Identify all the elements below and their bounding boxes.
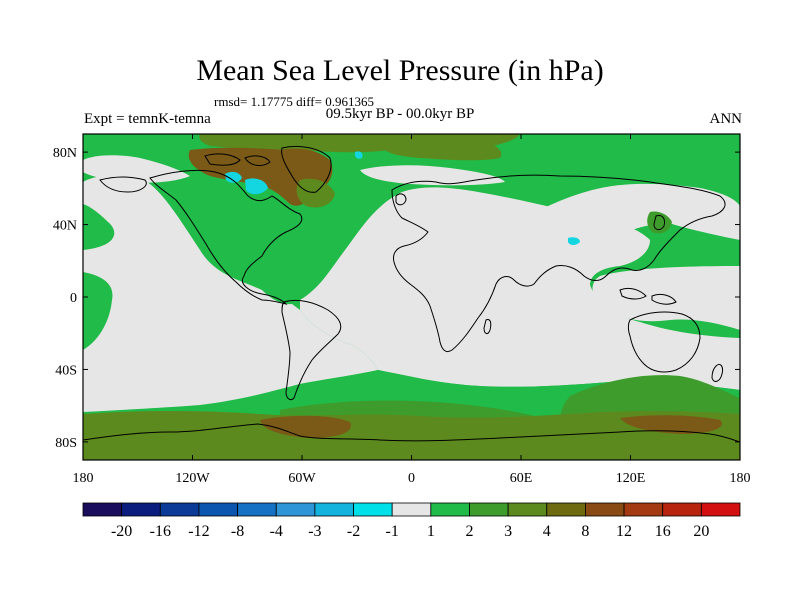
- y-tick-label: 80N: [53, 146, 77, 161]
- colorbar-label: -4: [270, 523, 283, 540]
- cyan-patch-hudson-2: [245, 178, 268, 195]
- colorbar-swatch: [391, 502, 432, 517]
- x-tick-label: 180: [730, 471, 751, 486]
- colorbar-swatch: [662, 502, 702, 517]
- olive-patch-arctic-east: [380, 138, 502, 161]
- y-tick-label: 40S: [55, 363, 77, 378]
- colorbar-swatch: [198, 502, 238, 517]
- olive-band-antarctic: [83, 411, 740, 460]
- x-tick-label: 120E: [616, 471, 646, 486]
- colorbar-swatch: [159, 502, 200, 517]
- coast-antarctica: [83, 423, 740, 443]
- season-label: ANN: [709, 111, 743, 127]
- colorbar: -20 -16 -12 -8 -4 -3 -2 -1 1 2 3 4 8 12 16 20: [82, 502, 741, 540]
- neutral-region-north-europe: [360, 165, 505, 186]
- x-tick-label: 60W: [288, 471, 316, 486]
- colorbar-label: -1: [386, 523, 399, 540]
- colorbar-label: -8: [231, 523, 244, 540]
- x-axis: 180 120W 60W 0 60E 120E 180: [73, 134, 751, 486]
- colorbar-label: 16: [655, 523, 671, 540]
- colorbar-swatch: [121, 502, 161, 517]
- colorbar-swatch: [507, 502, 548, 517]
- colorbar-swatch: [353, 502, 393, 517]
- neutral-region-atlantic-africa-indian: [300, 187, 740, 390]
- chart-title: Mean Sea Level Pressure (in hPa): [196, 54, 604, 87]
- neutral-region-south-ocean-gap: [83, 388, 280, 416]
- experiment-label: Expt = temnK-temna: [84, 111, 211, 127]
- colorbar-swatch: [237, 502, 277, 517]
- y-tick-label: 80S: [55, 436, 77, 451]
- darkgreen-patch-japan: [647, 211, 672, 234]
- colorbar-label: -16: [150, 523, 171, 540]
- coast-uk: [395, 193, 407, 206]
- coast-canadian-islands: [204, 153, 271, 166]
- coast-madagascar: [483, 319, 492, 335]
- colorbar-swatch: [585, 502, 625, 517]
- coast-eurasia-africa: [391, 174, 726, 353]
- coast-japan: [653, 215, 665, 231]
- colorbar-label: -12: [188, 523, 209, 540]
- coast-alaska: [99, 176, 147, 193]
- coast-greenland: [281, 145, 332, 193]
- cyan-patch-arctic-small: [354, 151, 363, 159]
- coast-new-zealand: [711, 363, 723, 382]
- colorbar-swatch: [275, 502, 316, 517]
- colorbar-swatch: [430, 502, 470, 517]
- cyan-patch-china: [568, 237, 580, 245]
- colorbar-label: -20: [111, 523, 132, 540]
- coast-north-america: [149, 169, 303, 305]
- colorbar-swatch: [82, 502, 123, 517]
- y-axis: 80N 40N 0 40S 80S: [53, 146, 740, 451]
- colorbar-label: 12: [616, 523, 632, 540]
- brown-patch-antarctic: [260, 415, 351, 438]
- y-tick-label: 0: [70, 291, 77, 306]
- olive-patch-north-atlantic: [296, 178, 335, 208]
- chart-subtitle: 09.5kyr BP - 00.0kyr BP: [325, 106, 475, 122]
- coast-indonesia: [619, 287, 677, 305]
- x-tick-label: 60E: [510, 471, 533, 486]
- coastlines: [83, 145, 740, 443]
- colorbar-swatch: [700, 502, 741, 517]
- colorbar-swatch: [546, 502, 586, 517]
- colorbar-label: 4: [543, 523, 551, 540]
- colorbar-swatch: [623, 502, 664, 517]
- colorbar-label: -2: [347, 523, 360, 540]
- cyan-patch-hudson-1: [225, 171, 242, 183]
- brown-patch-greenland: [279, 148, 333, 190]
- neutral-region-east-pacific: [83, 174, 378, 412]
- brown-patch-antarctic-east: [620, 415, 722, 434]
- darkgreen-patch-indian-ocean: [560, 375, 740, 420]
- colorbar-label: 3: [504, 523, 512, 540]
- coast-south-america: [281, 299, 342, 401]
- colorbar-label: 20: [693, 523, 709, 540]
- stats-text: rmsd= 1.17775 diff= 0.961365: [214, 94, 374, 109]
- pressure-field: [83, 134, 740, 460]
- neutral-region-north-africa: [395, 252, 546, 276]
- colorbar-swatch: [469, 502, 509, 517]
- neutral-region-siberia: [539, 183, 740, 250]
- coast-australia: [628, 311, 701, 373]
- x-tick-label: 180: [73, 471, 94, 486]
- neutral-region-west-pacific: [592, 266, 740, 330]
- neutral-region-arctic: [83, 155, 190, 183]
- colorbar-label: 2: [465, 523, 473, 540]
- colorbar-label: 8: [581, 523, 589, 540]
- colorbar-swatch: [314, 502, 354, 517]
- x-tick-label: 120W: [175, 471, 210, 486]
- x-tick-label: 0: [408, 471, 415, 486]
- colorbar-label: -3: [308, 523, 321, 540]
- y-tick-label: 40N: [53, 219, 77, 234]
- colorbar-label: 1: [427, 523, 435, 540]
